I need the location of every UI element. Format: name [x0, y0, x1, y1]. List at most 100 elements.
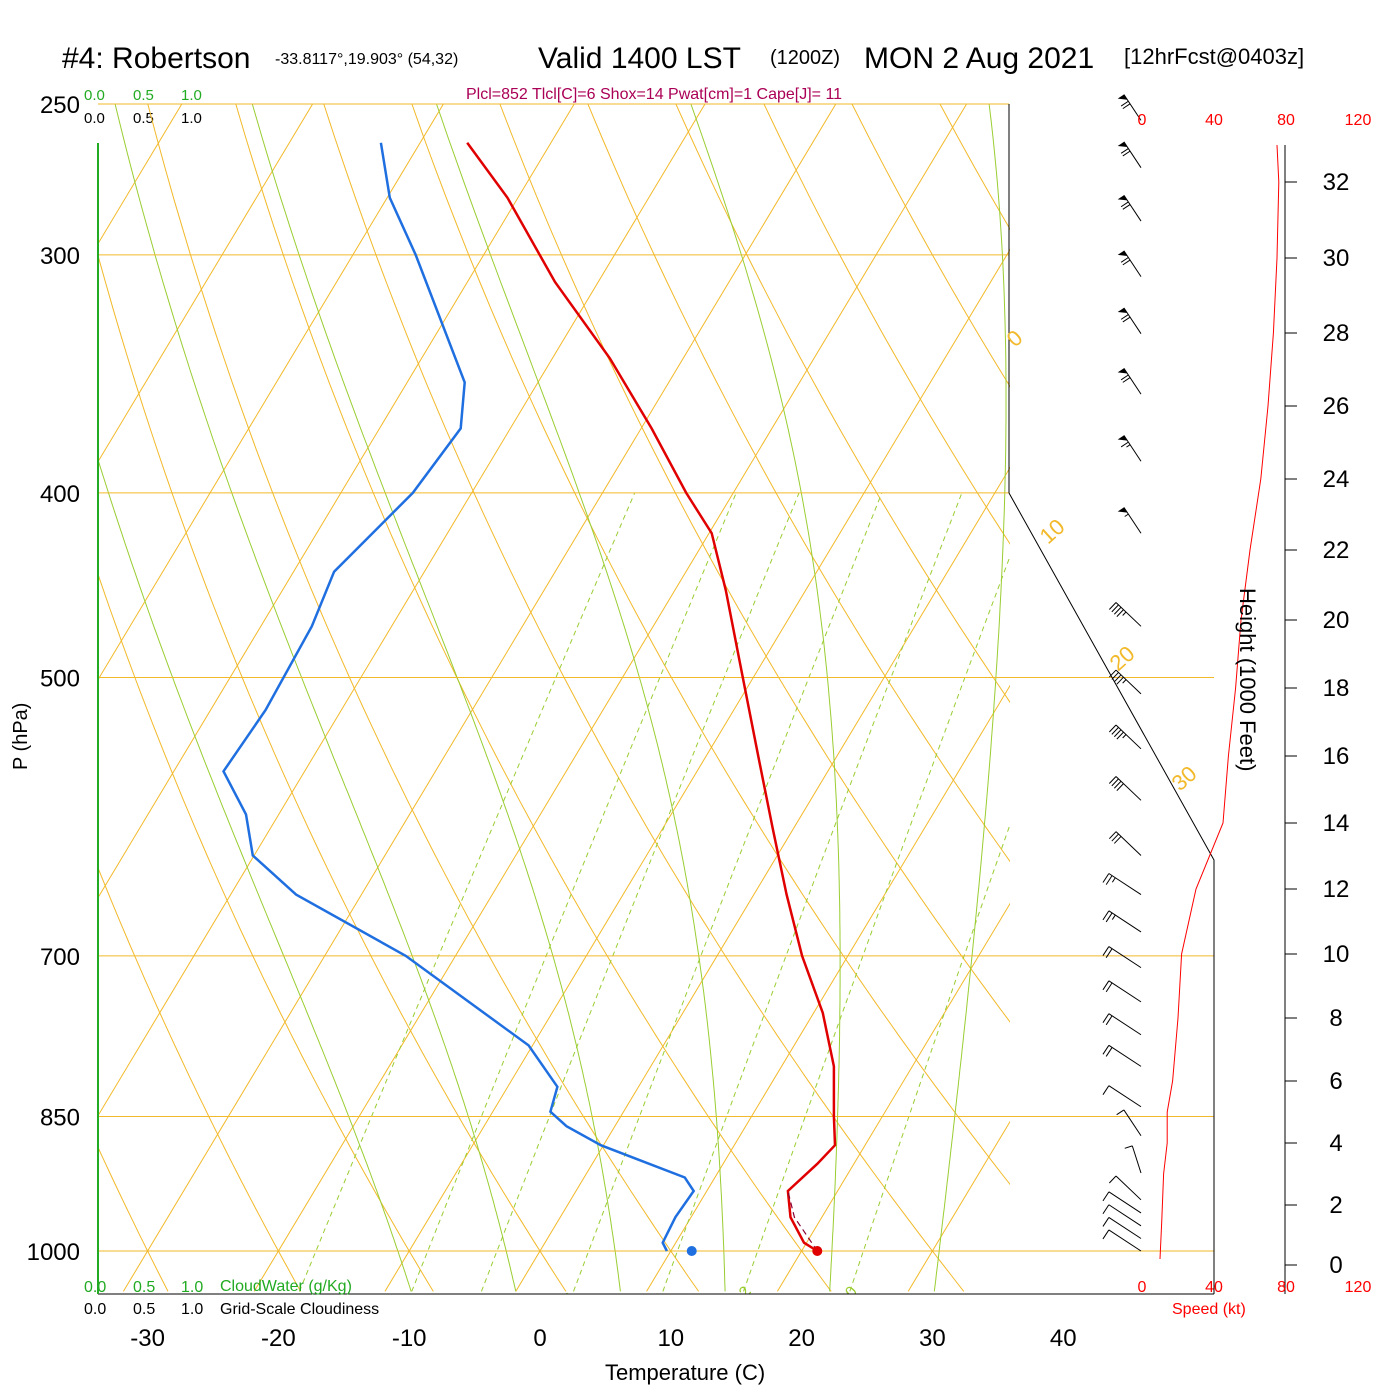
wind-barb-feather	[1102, 1217, 1110, 1227]
wind-barb-staff	[1115, 831, 1142, 856]
wind-barb	[1117, 94, 1142, 121]
bottom-green-tick-0: 0.0	[84, 1279, 106, 1296]
dry-adiabat-line	[98, 572, 434, 1292]
pressure-tick-label: 700	[40, 944, 80, 971]
moist-adiabat-line	[251, 104, 621, 1292]
zulu-time: (1200Z)	[770, 47, 840, 69]
wind-barb-feather	[1122, 103, 1131, 110]
wind-barb-feather	[1105, 875, 1113, 885]
wind-barb-feather	[1122, 377, 1131, 383]
wind-barb	[1116, 1109, 1142, 1137]
wind-barb-staff	[1123, 250, 1142, 277]
speed-tick-bottom: 0	[1138, 1279, 1147, 1296]
wind-barb-staff	[1115, 1175, 1142, 1201]
wind-barb-feather	[1111, 833, 1119, 842]
wind-barb-feather	[1111, 778, 1119, 787]
wind-barb	[1108, 602, 1142, 627]
wind-barb	[1108, 669, 1142, 695]
mixing-ratio-label: 3	[468, 1290, 487, 1308]
pressure-tick-label: 850	[40, 1105, 80, 1132]
sounding-params: Plcl=852 Tlcl[C]=6 Shox=14 Pwat[cm]=1 Ca…	[466, 86, 842, 103]
speed-tick-top: 40	[1205, 112, 1223, 129]
temperature-tick-label: 20	[788, 1325, 815, 1352]
wind-barb	[1102, 873, 1142, 895]
wind-barb-feather	[1120, 100, 1129, 107]
top-cloudiness-scale: 0.0 0.5 1.0	[84, 110, 202, 127]
wind-barb-staff	[1108, 1204, 1142, 1227]
wind-barb-feather	[1108, 602, 1117, 610]
dry-adiabat-line	[98, 253, 567, 1292]
wind-barb-feather	[1108, 1175, 1117, 1184]
wind-barb-feather	[1113, 606, 1122, 615]
wind-barb-feather	[1102, 1204, 1110, 1215]
wind-barb-feather	[1105, 982, 1113, 993]
wind-barb-staff	[1115, 724, 1142, 750]
surface-dewpoint-marker	[686, 1246, 697, 1256]
wind-barb-pennant	[1117, 94, 1128, 100]
wind-barb-staff	[1108, 910, 1142, 933]
mixing-ratio-label: 2	[399, 1290, 418, 1308]
wind-barb-feather	[1102, 1045, 1110, 1055]
dry-adiabat-line	[1204, 104, 1400, 1291]
wind-barb-staff	[1115, 669, 1142, 695]
wind-barb-staff	[1108, 1191, 1142, 1214]
wind-barb	[1108, 1175, 1142, 1201]
wind-barb-pennant	[1117, 195, 1128, 201]
top-green-tick-2: 1.0	[181, 87, 202, 104]
wind-barb	[1102, 1085, 1142, 1108]
temperature-tick-label: -20	[261, 1325, 296, 1352]
wind-barb	[1102, 1217, 1142, 1239]
wind-barb-feather	[1102, 946, 1110, 956]
height-tick-label: 26	[1323, 393, 1350, 420]
wind-barb-feather	[1122, 316, 1131, 323]
isotherm-line	[776, 902, 1010, 1292]
wind-barb-feather	[1116, 1109, 1125, 1116]
wind-barb-feather	[1102, 873, 1110, 883]
height-tick-label: 18	[1323, 675, 1350, 702]
mixing-ratio-label: 5	[561, 1290, 580, 1308]
wind-barb-feather	[1105, 948, 1113, 958]
dry-adiabat-line	[499, 104, 1010, 1023]
wind-barb-feather	[1120, 201, 1129, 208]
isotherm-line	[98, 104, 314, 463]
dewpoint-profile-line	[222, 142, 696, 1252]
mixing-ratio-line	[298, 492, 636, 1292]
height-tick-label: 20	[1323, 607, 1350, 634]
wind-barb-feather	[1116, 783, 1124, 791]
height-tick-label: 2	[1329, 1192, 1342, 1219]
wind-barb	[1108, 831, 1142, 856]
top-green-tick-1: 0.5	[133, 87, 154, 104]
wind-barb-staff	[1123, 94, 1142, 121]
moist-adiabat-line	[98, 457, 412, 1292]
top-cloudwater-scale: 0.0 0.5 1.0	[84, 87, 202, 104]
wind-barb-feather	[1120, 314, 1129, 320]
moist-adiabat-line	[1039, 87, 1228, 1291]
wind-barb-feather	[1113, 836, 1122, 844]
wind-barb-feather	[1102, 1085, 1110, 1095]
wind-barb-staff	[1123, 368, 1142, 395]
isotherm-line	[98, 104, 444, 681]
wind-barb	[1124, 1145, 1142, 1174]
wind-barb	[1108, 724, 1142, 750]
bottom-black-tick-0: 0.0	[84, 1301, 106, 1318]
top-black-tick-0: 0.0	[84, 110, 105, 127]
height-tick-label: 16	[1323, 743, 1350, 770]
speed-tick-top: 80	[1277, 112, 1295, 129]
mixing-ratio-label: 20	[837, 1283, 862, 1308]
temperature-tick-label: 10	[657, 1325, 684, 1352]
wind-barb-pennant	[1117, 435, 1128, 441]
wind-barb	[1117, 307, 1142, 334]
wind-barb-feather	[1111, 672, 1119, 680]
plot-frame	[98, 104, 1215, 1295]
wind-barb-staff	[1131, 1145, 1142, 1174]
wind-barb-staff	[1123, 507, 1142, 534]
bottom-black-tick-2: 1.0	[181, 1301, 203, 1318]
wind-barb-staff	[1108, 1217, 1142, 1239]
wind-barb	[1117, 435, 1142, 462]
wind-barb-feather	[1102, 910, 1110, 921]
surface-temperature-marker	[812, 1246, 823, 1256]
wind-barb-pennant	[1117, 250, 1128, 256]
dry-adiabat-line	[235, 104, 832, 1292]
wind-barb	[1102, 1229, 1142, 1252]
wind-barb-staff	[1108, 1085, 1142, 1108]
